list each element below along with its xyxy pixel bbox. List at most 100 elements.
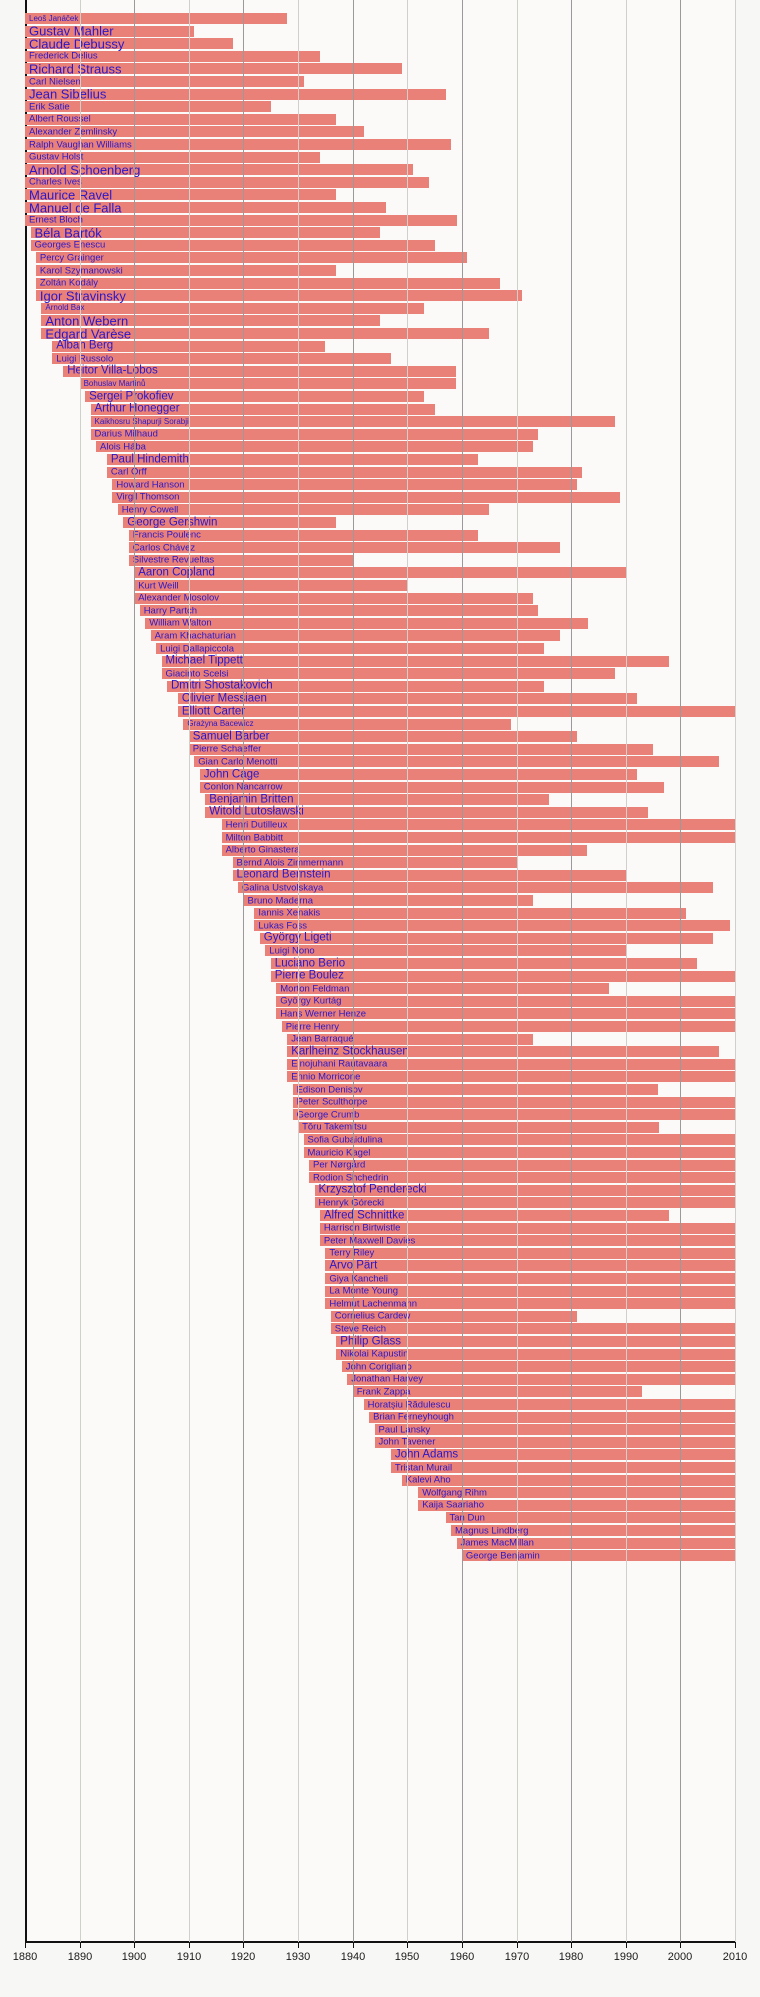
lifespan-bar[interactable] <box>265 945 626 957</box>
lifespan-bar[interactable] <box>25 126 364 138</box>
lifespan-bar[interactable] <box>347 1373 735 1385</box>
lifespan-bar[interactable] <box>270 970 735 982</box>
lifespan-bar[interactable] <box>112 491 621 503</box>
lifespan-bar[interactable] <box>363 1399 735 1410</box>
lifespan-bar[interactable] <box>161 655 670 667</box>
lifespan-bar[interactable] <box>79 378 457 390</box>
lifespan-bar[interactable] <box>456 1537 735 1549</box>
lifespan-bar[interactable] <box>90 403 435 415</box>
lifespan-bar[interactable] <box>336 1348 735 1360</box>
lifespan-bar[interactable] <box>128 542 561 554</box>
lifespan-bar[interactable] <box>52 340 326 352</box>
lifespan-bar[interactable] <box>117 504 490 516</box>
lifespan-bar[interactable] <box>330 1323 735 1335</box>
lifespan-bar[interactable] <box>35 265 337 276</box>
lifespan-bar[interactable] <box>292 1084 659 1095</box>
lifespan-bar[interactable] <box>205 806 648 818</box>
lifespan-bar[interactable] <box>418 1487 735 1499</box>
lifespan-bar[interactable] <box>303 1134 735 1146</box>
lifespan-bar[interactable] <box>325 1298 735 1310</box>
lifespan-bar[interactable] <box>123 517 337 528</box>
lifespan-bar[interactable] <box>238 882 714 894</box>
lifespan-bar[interactable] <box>205 794 550 806</box>
lifespan-bar[interactable] <box>352 1386 643 1398</box>
lifespan-bar[interactable] <box>221 819 735 831</box>
lifespan-bar[interactable] <box>319 1222 735 1234</box>
lifespan-bar[interactable] <box>254 907 686 919</box>
lifespan-bar[interactable] <box>374 1436 735 1448</box>
lifespan-bar[interactable] <box>325 1247 735 1259</box>
lifespan-bar[interactable] <box>96 441 533 453</box>
lifespan-bar[interactable] <box>461 1550 735 1562</box>
lifespan-bar[interactable] <box>106 454 479 465</box>
lifespan-bar[interactable] <box>188 743 653 755</box>
lifespan-bar[interactable] <box>309 1172 735 1184</box>
lifespan-bar[interactable] <box>134 567 626 579</box>
lifespan-bar[interactable] <box>25 189 337 201</box>
lifespan-bar[interactable] <box>30 239 435 251</box>
lifespan-bar[interactable] <box>287 1071 735 1083</box>
lifespan-bar[interactable] <box>35 290 522 302</box>
lifespan-bar[interactable] <box>369 1411 735 1423</box>
lifespan-bar[interactable] <box>232 869 626 881</box>
lifespan-bar[interactable] <box>254 920 730 932</box>
lifespan-bar[interactable] <box>390 1462 735 1473</box>
lifespan-bar[interactable] <box>63 365 457 377</box>
lifespan-bar[interactable] <box>390 1449 735 1461</box>
lifespan-bar[interactable] <box>35 277 501 289</box>
lifespan-bar[interactable] <box>319 1210 670 1221</box>
lifespan-bar[interactable] <box>325 1273 735 1284</box>
lifespan-bar[interactable] <box>341 1361 735 1373</box>
lifespan-bar[interactable] <box>330 1310 577 1322</box>
lifespan-bar[interactable] <box>314 1197 735 1209</box>
lifespan-bar[interactable] <box>221 832 735 843</box>
lifespan-bar[interactable] <box>243 895 533 906</box>
lifespan-bar[interactable] <box>445 1512 735 1524</box>
lifespan-bar[interactable] <box>292 1096 735 1108</box>
lifespan-bar[interactable] <box>145 617 588 629</box>
lifespan-bar[interactable] <box>25 76 304 87</box>
lifespan-bar[interactable] <box>25 38 233 50</box>
lifespan-bar[interactable] <box>134 592 533 604</box>
lifespan-bar[interactable] <box>128 554 353 566</box>
lifespan-bar[interactable] <box>281 1021 735 1032</box>
lifespan-bar[interactable] <box>325 1285 735 1297</box>
lifespan-bar[interactable] <box>128 529 479 541</box>
lifespan-bar[interactable] <box>319 1235 735 1247</box>
lifespan-bar[interactable] <box>232 857 517 869</box>
lifespan-bar[interactable] <box>25 101 271 113</box>
lifespan-bar[interactable] <box>401 1474 735 1486</box>
lifespan-bar[interactable] <box>30 227 380 239</box>
lifespan-bar[interactable] <box>25 164 413 176</box>
lifespan-bar[interactable] <box>134 580 408 591</box>
lifespan-bar[interactable] <box>276 1008 735 1020</box>
lifespan-bar[interactable] <box>90 428 539 440</box>
lifespan-bar[interactable] <box>85 391 424 402</box>
lifespan-bar[interactable] <box>418 1499 735 1511</box>
lifespan-bar[interactable] <box>161 668 615 680</box>
lifespan-bar[interactable] <box>41 315 380 327</box>
lifespan-bar[interactable] <box>35 252 468 264</box>
lifespan-bar[interactable] <box>167 680 544 692</box>
lifespan-bar[interactable] <box>139 605 539 617</box>
lifespan-bar[interactable] <box>25 176 430 188</box>
lifespan-bar[interactable] <box>325 1260 735 1272</box>
lifespan-bar[interactable] <box>303 1147 735 1158</box>
lifespan-bar[interactable] <box>25 63 402 75</box>
lifespan-bar[interactable] <box>259 932 714 944</box>
lifespan-bar[interactable] <box>451 1525 735 1536</box>
lifespan-bar[interactable] <box>25 13 288 24</box>
lifespan-bar[interactable] <box>336 1336 735 1347</box>
lifespan-bar[interactable] <box>41 302 424 314</box>
lifespan-bar[interactable] <box>25 151 320 163</box>
lifespan-bar[interactable] <box>270 958 697 969</box>
lifespan-bar[interactable] <box>276 983 610 995</box>
lifespan-bar[interactable] <box>292 1109 735 1121</box>
lifespan-bar[interactable] <box>52 353 391 365</box>
lifespan-bar[interactable] <box>287 1033 533 1045</box>
lifespan-bar[interactable] <box>314 1184 735 1196</box>
lifespan-bar[interactable] <box>25 113 337 125</box>
lifespan-bar[interactable] <box>298 1121 659 1133</box>
lifespan-bar[interactable] <box>156 643 544 654</box>
lifespan-bar[interactable] <box>374 1424 735 1436</box>
